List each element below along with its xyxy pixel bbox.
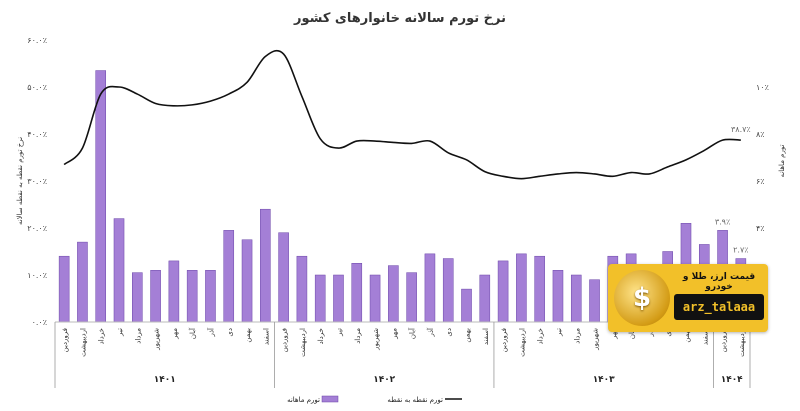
bar bbox=[296, 255, 308, 323]
x-tick-label: آبان bbox=[408, 327, 417, 339]
x-tick-label: اردیبهشت bbox=[738, 328, 746, 357]
y-axis-title: نرخ تورم نقطه به نقطه سالانه bbox=[16, 137, 24, 225]
legend-swatch-bar bbox=[321, 395, 339, 403]
x-tick-label: اردیبهشت bbox=[299, 328, 307, 357]
bar bbox=[479, 274, 491, 323]
x-tick-label: تیر bbox=[555, 328, 563, 337]
year-label: ۱۴۰۱ bbox=[154, 375, 176, 385]
x-tick-label: اردیبهشت bbox=[518, 328, 526, 357]
x-tick-label: دی bbox=[226, 328, 234, 337]
x-tick-label: مهر bbox=[171, 328, 179, 340]
bar bbox=[58, 255, 70, 323]
y-tick-label: ۴۰.۰٪ bbox=[27, 130, 47, 139]
x-tick-label: خرداد bbox=[317, 328, 325, 344]
x-tick-label: اسفند bbox=[701, 328, 709, 345]
x-tick-label: شهریور bbox=[153, 328, 161, 351]
x-tick-label: آذر bbox=[426, 327, 435, 337]
y-tick-label: ۰.۰٪ bbox=[32, 318, 47, 327]
data-label: ۲.۷٪ bbox=[733, 246, 748, 255]
x-tick-label: بهمن bbox=[244, 328, 252, 343]
x-tick-label: مهر bbox=[390, 328, 398, 340]
x-tick-label: فروردین bbox=[281, 328, 289, 352]
bar bbox=[223, 230, 235, 323]
y2-tick-label: ۸٪ bbox=[756, 130, 765, 139]
bar bbox=[516, 253, 527, 323]
bar bbox=[314, 274, 326, 323]
x-tick-label: اسفند bbox=[482, 328, 490, 345]
year-label: ۱۴۰۴ bbox=[721, 375, 743, 385]
bar bbox=[424, 253, 436, 323]
x-tick-label: آذر bbox=[206, 327, 215, 337]
y-tick-label: ۶۰.۰٪ bbox=[27, 36, 47, 45]
y-tick-label: ۱۰.۰٪ bbox=[27, 271, 47, 280]
bar bbox=[406, 272, 417, 323]
x-tick-label: مرداد bbox=[573, 328, 581, 344]
year-label: ۱۴۰۳ bbox=[593, 375, 615, 385]
bar bbox=[388, 265, 399, 323]
watermark-handle: arz_talaaa bbox=[674, 294, 764, 320]
bar bbox=[132, 272, 143, 323]
bar bbox=[205, 270, 216, 323]
year-label: ۱۴۰۲ bbox=[373, 375, 395, 385]
x-tick-label: تیر bbox=[335, 328, 343, 337]
x-tick-label: فروردین bbox=[500, 328, 508, 352]
x-tick-label: آذر bbox=[645, 327, 654, 337]
bar bbox=[168, 260, 180, 323]
bar bbox=[461, 288, 472, 323]
x-tick-label: تیر bbox=[116, 328, 124, 337]
watermark-symbol: $ bbox=[632, 283, 652, 313]
y2-tick-label: ۴٪ bbox=[756, 224, 765, 233]
bar bbox=[570, 274, 582, 323]
x-tick-label: فروردین bbox=[61, 328, 69, 352]
bar bbox=[278, 232, 289, 323]
bar bbox=[260, 208, 271, 323]
bar bbox=[77, 241, 88, 323]
bar bbox=[150, 270, 161, 323]
data-label: ۳۸.۷٪ bbox=[731, 125, 751, 134]
x-tick-label: بهمن bbox=[683, 328, 691, 343]
x-tick-label: بهمن bbox=[464, 328, 472, 343]
x-tick-label: خرداد bbox=[98, 328, 106, 344]
bar bbox=[497, 260, 509, 323]
y-tick-label: ۵۰.۰٪ bbox=[27, 83, 47, 92]
y-tick-label: ۳۰.۰٪ bbox=[27, 177, 47, 186]
bar bbox=[333, 274, 344, 323]
legend-label: تورم ماهانه bbox=[287, 396, 320, 404]
money-bag-icon: $ bbox=[614, 270, 670, 326]
x-tick-label: مرداد bbox=[354, 328, 362, 344]
bar bbox=[95, 70, 107, 323]
y-tick-label: ۲۰.۰٪ bbox=[27, 224, 47, 233]
legend-label: تورم نقطه به نقطه bbox=[387, 396, 443, 404]
y2-tick-label: ۱۰٪ bbox=[756, 83, 769, 92]
x-tick-label: شهریور bbox=[372, 328, 380, 351]
bar bbox=[552, 270, 564, 323]
x-tick-label: خرداد bbox=[537, 328, 545, 344]
line-series-yoy bbox=[63, 49, 741, 180]
y2-tick-label: ۶٪ bbox=[756, 177, 765, 186]
x-tick-label: دی bbox=[665, 328, 673, 337]
x-tick-label: فروردین bbox=[720, 328, 728, 352]
x-tick-label: شهریور bbox=[592, 328, 600, 351]
chart-title: نرخ تورم سالانه خانوارهای کشور bbox=[293, 11, 506, 26]
bar bbox=[113, 218, 125, 323]
bar bbox=[351, 263, 363, 323]
y2-axis-title: تورم ماهانه bbox=[778, 144, 786, 177]
watermark-tagline: قیمت ارز، طلا و خودرو bbox=[682, 272, 756, 292]
watermark-logo: $ قیمت ارز، طلا و خودرو arz_talaaa bbox=[608, 264, 768, 332]
bar bbox=[589, 279, 600, 323]
x-tick-label: دی bbox=[445, 328, 453, 337]
bar bbox=[369, 274, 381, 323]
x-tick-label: اردیبهشت bbox=[79, 328, 87, 357]
bar bbox=[186, 270, 198, 323]
x-tick-label: اسفند bbox=[262, 328, 270, 345]
x-tick-label: آبان bbox=[627, 327, 636, 339]
bar bbox=[442, 258, 454, 323]
x-tick-label: مرداد bbox=[134, 328, 142, 344]
bar bbox=[241, 239, 253, 323]
bar bbox=[534, 255, 545, 323]
x-tick-label: مهر bbox=[610, 328, 618, 340]
x-tick-label: آبان bbox=[188, 327, 197, 339]
data-label: ۳.۹٪ bbox=[715, 217, 730, 226]
